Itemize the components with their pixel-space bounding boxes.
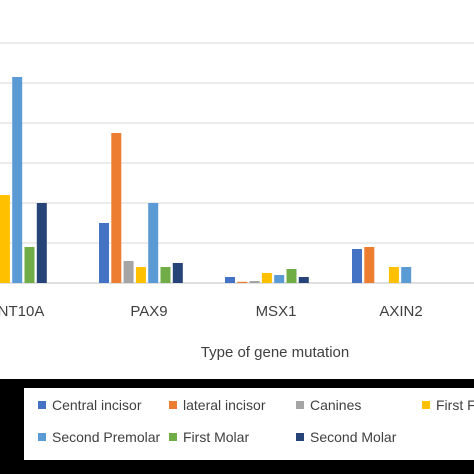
- x-axis-title: Type of gene mutation: [201, 344, 349, 361]
- legend-label: First F: [436, 397, 474, 413]
- bar-second-molar-pax9: [172, 263, 183, 283]
- bar-central-incisor-msx1: [225, 277, 235, 283]
- bar-first-premolar-pax9: [135, 267, 146, 283]
- bar-chart: VNT10A PAX9 MSX1 AXIN2 Type of gene mutatio…: [0, 42, 474, 361]
- bar-canines-msx1: [249, 281, 260, 283]
- bar-first-premolar-axin2: [388, 267, 399, 283]
- legend-item: Central incisor: [38, 396, 141, 414]
- legend-item: Second Premolar: [38, 428, 160, 446]
- category-label-msx1: MSX1: [256, 303, 297, 320]
- legend-item: Second Molar: [296, 428, 396, 446]
- category-label-wnt10a: VNT10A: [0, 303, 44, 320]
- legend-swatch: [38, 401, 46, 409]
- legend-item: First Molar: [169, 428, 249, 446]
- legend-swatch: [169, 433, 177, 441]
- bar-first-molar-wnt10a: [24, 247, 35, 283]
- bar-first-premolar-msx1: [261, 273, 272, 283]
- legend-label: Second Molar: [310, 429, 397, 445]
- gridlines: [0, 42, 474, 284]
- legend-label: Central incisor: [52, 397, 142, 413]
- bars: [0, 77, 412, 283]
- bar-central-incisor-axin2: [352, 249, 362, 283]
- category-label-axin2: AXIN2: [379, 303, 422, 320]
- legend-label: Canines: [310, 397, 362, 413]
- bar-lateral-incisor-pax9: [111, 133, 122, 283]
- bar-lateral-incisor-axin2: [364, 247, 375, 283]
- bar-second-molar-msx1: [298, 277, 309, 283]
- bar-second-molar-wnt10a: [36, 203, 47, 283]
- legend-item: lateral incisor: [169, 396, 265, 414]
- legend: Central incisor lateral incisor Canines Fir…: [24, 388, 474, 460]
- legend-label: lateral incisor: [183, 397, 266, 413]
- legend-label: First Molar: [183, 429, 250, 445]
- legend-swatch: [38, 433, 46, 441]
- bar-lateral-incisor-msx1: [237, 281, 248, 283]
- legend-item: First F: [422, 396, 474, 414]
- legend-swatch: [422, 401, 430, 409]
- bar-first-molar-pax9: [160, 267, 171, 283]
- bar-first-molar-msx1: [286, 269, 297, 283]
- legend-swatch: [296, 433, 304, 441]
- legend-swatch: [296, 401, 304, 409]
- bar-second-premolar-axin2: [401, 267, 412, 283]
- category-tick-labels: VNT10A PAX9 MSX1 AXIN2: [0, 303, 423, 320]
- bar-second-premolar-pax9: [148, 203, 159, 283]
- category-label-pax9: PAX9: [130, 303, 167, 320]
- bar-canines-pax9: [123, 261, 134, 283]
- bar-second-premolar-wnt10a: [12, 77, 23, 283]
- bar-second-premolar-msx1: [274, 275, 285, 283]
- bar-central-incisor-pax9: [99, 223, 109, 283]
- bar-first-premolar-wnt10a: [0, 195, 10, 283]
- legend-label: Second Premolar: [52, 429, 161, 445]
- legend-swatch: [169, 401, 177, 409]
- legend-item: Canines: [296, 396, 361, 414]
